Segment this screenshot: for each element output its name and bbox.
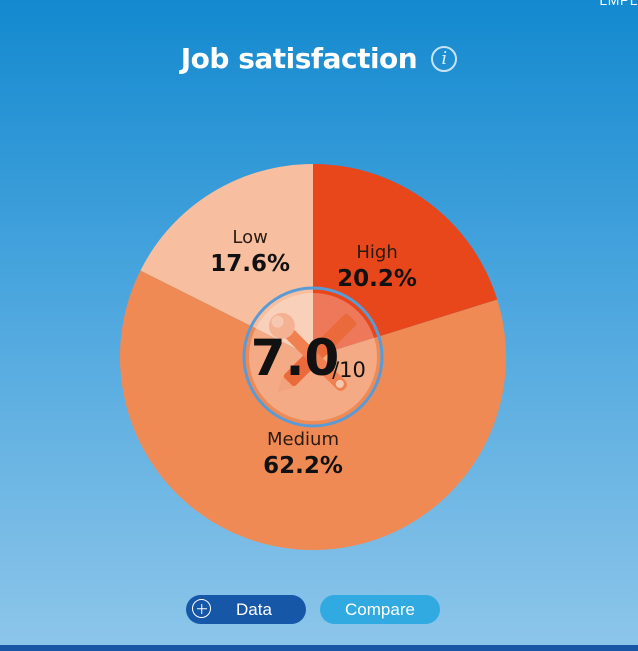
header: Job satisfaction i (0, 42, 638, 75)
slice-value-low: 17.6% (210, 251, 290, 277)
info-icon[interactable]: i (431, 45, 458, 72)
center-ring (242, 286, 384, 428)
tools-icon (268, 312, 357, 393)
slice-label-medium: Medium (267, 429, 339, 450)
slice-value-medium: 62.2% (263, 453, 343, 479)
data-button-label: Data (236, 599, 272, 619)
page-title: Job satisfaction (180, 42, 418, 75)
score-value: 7.0 (251, 329, 340, 387)
bottom-bar (0, 645, 638, 651)
compare-button-label: Compare (345, 599, 415, 619)
slice-value-high: 20.2% (337, 266, 417, 292)
data-button[interactable]: Data (186, 595, 306, 624)
slice-label-high: High (356, 242, 397, 263)
plus-circle-icon (192, 599, 211, 618)
pie-slice-high (313, 164, 498, 357)
compare-button[interactable]: Compare (320, 595, 440, 624)
pie-slice-medium (119, 270, 506, 551)
score-scale: /10 (332, 358, 366, 382)
corner-label: LMPL (599, 0, 638, 8)
slice-label-low: Low (232, 227, 267, 248)
pie-slice-low (140, 164, 313, 357)
